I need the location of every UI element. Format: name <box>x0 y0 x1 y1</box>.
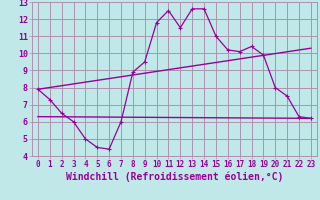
X-axis label: Windchill (Refroidissement éolien,°C): Windchill (Refroidissement éolien,°C) <box>66 172 283 182</box>
